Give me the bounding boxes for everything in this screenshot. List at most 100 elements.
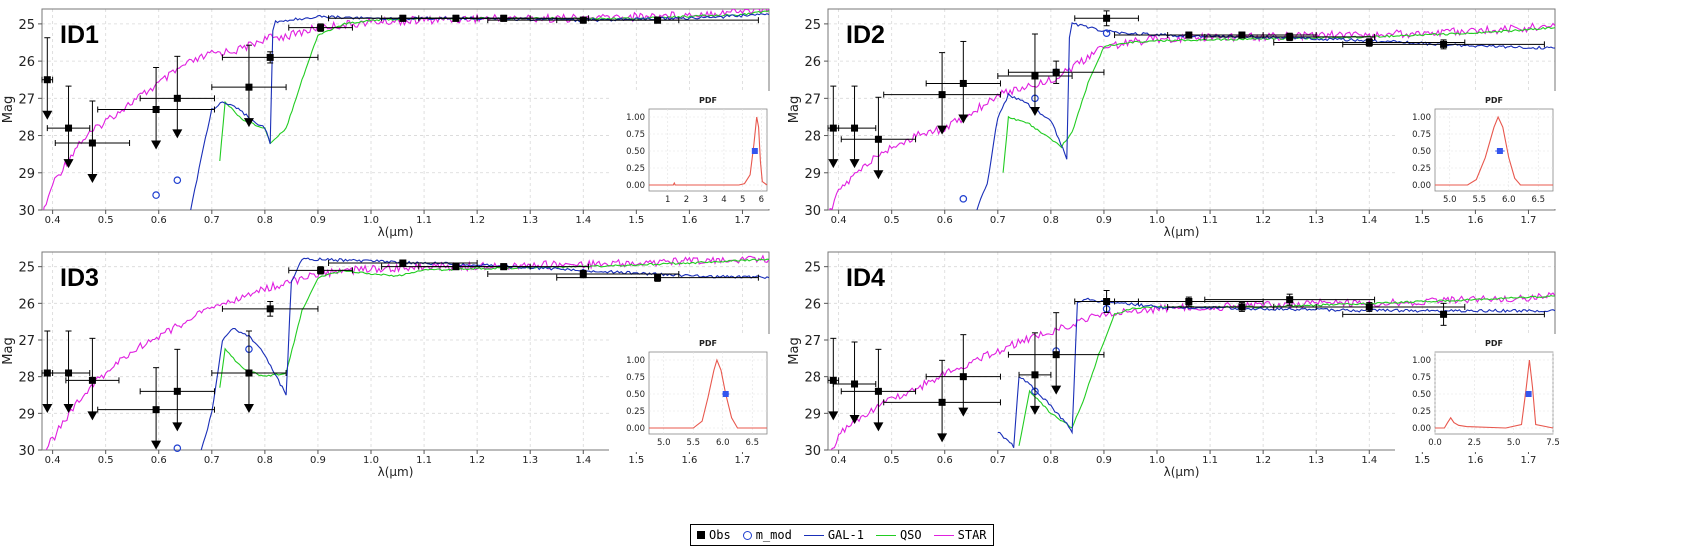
star-template-line bbox=[43, 9, 769, 210]
pdf-inset-title: PDF bbox=[1485, 339, 1503, 348]
pdf-x-tick-label: 2.5 bbox=[1468, 438, 1482, 448]
obs-upper-limit-arrow bbox=[87, 174, 98, 183]
x-tick-label: 0.8 bbox=[257, 455, 273, 466]
pdf-y-tick-label: 0.00 bbox=[1412, 424, 1431, 434]
y-tick-label: 30 bbox=[18, 204, 35, 219]
obs-upper-limit-arrow bbox=[1029, 107, 1040, 116]
x-tick-label: 1.0 bbox=[1149, 455, 1165, 466]
x-axis-label: λ(µm) bbox=[1164, 225, 1200, 239]
legend-m-mod-label: m_mod bbox=[755, 528, 792, 542]
qso-line-icon bbox=[875, 534, 896, 536]
y-axis-label: Mag bbox=[787, 96, 802, 123]
obs-point bbox=[317, 266, 325, 274]
obs-upper-limit-arrow bbox=[873, 170, 884, 180]
obs-upper-limit-arrow bbox=[937, 125, 948, 135]
panel-id3: 0.4 0.5 0.6 0.7 0.8 0.9 1.0 1.1 1.2 1.3 1.4 1.5 1.6 1… bbox=[1, 251, 771, 479]
pdf-curve bbox=[649, 358, 767, 429]
obs-point bbox=[1365, 303, 1373, 311]
y-tick-label: 28 bbox=[18, 371, 35, 386]
pdf-x-tick-label: 7.5 bbox=[1546, 438, 1560, 448]
pdf-y-tick-label: 0.25 bbox=[626, 164, 645, 174]
obs-point bbox=[88, 139, 96, 147]
x-axis-label: λ(µm) bbox=[378, 225, 414, 239]
obs-point bbox=[152, 406, 160, 414]
y-tick-label: 30 bbox=[804, 444, 821, 459]
obs-upper-limit-arrow bbox=[87, 411, 98, 421]
obs-point bbox=[654, 274, 662, 282]
pdf-y-tick-label: 0.75 bbox=[626, 130, 645, 140]
x-tick-label: 1.7 bbox=[735, 455, 751, 466]
pdf-x-tick-label: 4 bbox=[721, 195, 726, 205]
panel-title: ID4 bbox=[846, 264, 885, 292]
obs-point bbox=[1052, 351, 1060, 359]
y-tick-label: 25 bbox=[804, 261, 821, 276]
x-tick-label: 1.5 bbox=[628, 455, 644, 466]
x-axis-label: λ(µm) bbox=[1164, 465, 1200, 479]
pdf-y-tick-label: 0.75 bbox=[1412, 130, 1431, 140]
pdf-x-tick-label: 6.0 bbox=[1502, 195, 1516, 205]
gal-line-icon bbox=[803, 534, 824, 536]
pdf-inset: PDF 0.00 0.25 0.50 0.75 1.00 5.0 5.5 6.0 6.5 bbox=[1395, 91, 1557, 209]
pdf-inset-title: PDF bbox=[699, 339, 717, 348]
legend-qso-label: QSO bbox=[899, 528, 922, 542]
x-tick-label: 0.8 bbox=[1043, 455, 1059, 466]
x-tick-label: 0.5 bbox=[98, 215, 114, 226]
y-tick-label: 25 bbox=[18, 261, 35, 276]
pdf-x-tick-label: 6.5 bbox=[1531, 195, 1545, 205]
obs-point bbox=[245, 369, 253, 377]
pdf-y-tick-label: 0.25 bbox=[1412, 407, 1431, 417]
pdf-inset: PDF 0.00 0.25 0.50 0.75 1.00 5.0 5.5 6.0 6.5 bbox=[609, 334, 771, 452]
x-tick-label: 1.0 bbox=[363, 215, 379, 226]
pdf-y-tick-label: 0.75 bbox=[626, 373, 645, 383]
x-tick-label: 1.3 bbox=[1308, 215, 1324, 226]
pdf-x-tick-label: 5 bbox=[740, 195, 745, 205]
pdf-curve bbox=[1435, 115, 1553, 186]
pdf-x-tick-label: 6.0 bbox=[716, 438, 730, 448]
pdf-best-fit-marker bbox=[722, 391, 729, 397]
y-tick-label: 27 bbox=[804, 334, 821, 349]
legend-m-mod: m_mod bbox=[742, 528, 792, 542]
obs-point bbox=[500, 263, 508, 271]
x-tick-label: 1.6 bbox=[681, 215, 697, 226]
obs-upper-limit-arrow bbox=[1051, 385, 1062, 395]
obs-point bbox=[959, 79, 967, 87]
x-tick-label: 0.8 bbox=[257, 215, 273, 226]
pdf-inset-frame bbox=[648, 351, 768, 435]
obs-point bbox=[1365, 39, 1373, 46]
x-tick-label: 0.5 bbox=[98, 455, 114, 466]
x-tick-label: 1.7 bbox=[1521, 215, 1537, 226]
obs-point bbox=[1185, 298, 1193, 305]
x-tick-label: 1.6 bbox=[681, 455, 697, 466]
obs-upper-limit-arrow bbox=[1029, 405, 1040, 415]
obs-upper-limit-arrow bbox=[243, 118, 254, 128]
obs-point bbox=[399, 259, 407, 267]
x-tick-label: 0.4 bbox=[45, 215, 61, 226]
obs-point bbox=[245, 83, 253, 91]
obs-point bbox=[654, 16, 662, 24]
y-tick-label: 25 bbox=[18, 18, 35, 33]
model-marker-icon bbox=[742, 530, 752, 540]
x-tick-label: 0.9 bbox=[310, 215, 326, 226]
pdf-y-tick-label: 0.50 bbox=[1412, 147, 1431, 157]
x-tick-label: 1.5 bbox=[1414, 455, 1430, 466]
model-point bbox=[173, 444, 182, 452]
obs-point bbox=[1286, 296, 1294, 304]
pdf-inset-background bbox=[1395, 91, 1557, 209]
y-tick-label: 26 bbox=[804, 55, 821, 70]
x-tick-label: 1.4 bbox=[1361, 215, 1377, 226]
panel-id2: 0.4 0.5 0.6 0.7 0.8 0.9 1.0 1.1 1.2 1.3 1.4 1.5 1.6 1… bbox=[787, 8, 1557, 239]
obs-upper-limit-arrow bbox=[958, 407, 969, 417]
qso-template-line bbox=[1002, 26, 1555, 173]
pdf-x-tick-label: 5.0 bbox=[657, 438, 671, 448]
obs-point bbox=[1286, 33, 1294, 41]
panel-title: ID3 bbox=[60, 264, 99, 292]
obs-point bbox=[1103, 298, 1111, 305]
x-tick-label: 1.2 bbox=[1255, 455, 1271, 466]
legend-gal-label: GAL-1 bbox=[827, 528, 864, 542]
panel-id1: 0.4 0.5 0.6 0.7 0.8 0.9 1.0 1.1 1.2 1.3 1.4 1.5 1.6 1… bbox=[1, 8, 771, 239]
panel-id4: 0.4 0.5 0.6 0.7 0.8 0.9 1.0 1.1 1.2 1.3 1.4 1.5 1.6 1… bbox=[787, 251, 1560, 479]
obs-upper-limit-arrow bbox=[151, 440, 162, 450]
pdf-best-fit-marker bbox=[1525, 391, 1532, 397]
pdf-x-tick-label: 6 bbox=[759, 195, 764, 205]
x-tick-label: 1.4 bbox=[575, 215, 591, 226]
